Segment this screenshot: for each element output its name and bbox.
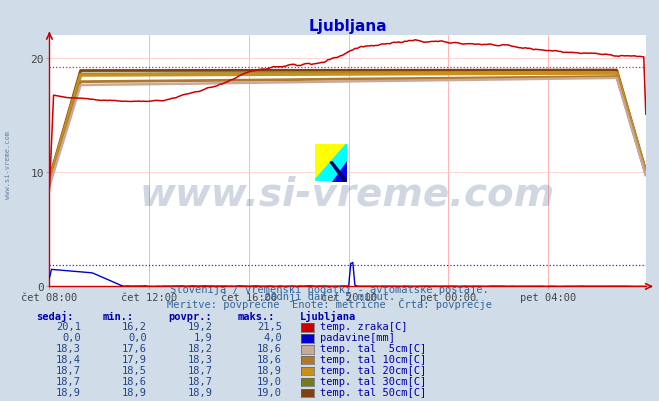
Text: 1,9: 1,9 xyxy=(194,332,213,342)
Text: 18,9: 18,9 xyxy=(257,365,282,375)
Text: 18,7: 18,7 xyxy=(188,365,213,375)
Text: 18,6: 18,6 xyxy=(257,354,282,364)
Text: 0,0: 0,0 xyxy=(129,332,147,342)
Text: 0,0: 0,0 xyxy=(63,332,81,342)
Text: min.:: min.: xyxy=(102,311,133,321)
Text: 18,3: 18,3 xyxy=(188,354,213,364)
Text: temp. tal  5cm[C]: temp. tal 5cm[C] xyxy=(320,343,426,353)
Text: maks.:: maks.: xyxy=(237,311,275,321)
Text: temp. tal 30cm[C]: temp. tal 30cm[C] xyxy=(320,376,426,386)
Text: 18,6: 18,6 xyxy=(122,376,147,386)
Text: 16,2: 16,2 xyxy=(122,322,147,332)
Text: 18,9: 18,9 xyxy=(56,387,81,397)
Text: 18,6: 18,6 xyxy=(257,343,282,353)
Text: 18,7: 18,7 xyxy=(56,376,81,386)
Text: padavine[mm]: padavine[mm] xyxy=(320,332,395,342)
Text: zadnji dan / 5 minut.: zadnji dan / 5 minut. xyxy=(264,292,395,302)
Text: 20,1: 20,1 xyxy=(56,322,81,332)
Text: 18,2: 18,2 xyxy=(188,343,213,353)
Text: temp. zraka[C]: temp. zraka[C] xyxy=(320,322,407,332)
Text: 19,2: 19,2 xyxy=(188,322,213,332)
Text: temp. tal 10cm[C]: temp. tal 10cm[C] xyxy=(320,354,426,364)
Text: www.si-vreme.com: www.si-vreme.com xyxy=(5,130,11,198)
Title: Ljubljana: Ljubljana xyxy=(308,18,387,34)
Text: sedaj:: sedaj: xyxy=(36,310,74,321)
Text: 17,6: 17,6 xyxy=(122,343,147,353)
Text: 18,4: 18,4 xyxy=(56,354,81,364)
Text: www.si-vreme.com: www.si-vreme.com xyxy=(140,175,556,213)
Polygon shape xyxy=(330,163,347,182)
Text: 18,3: 18,3 xyxy=(56,343,81,353)
Text: 4,0: 4,0 xyxy=(264,332,282,342)
Polygon shape xyxy=(315,144,347,180)
Text: temp. tal 50cm[C]: temp. tal 50cm[C] xyxy=(320,387,426,397)
Text: 21,5: 21,5 xyxy=(257,322,282,332)
Text: 19,0: 19,0 xyxy=(257,387,282,397)
Text: temp. tal 20cm[C]: temp. tal 20cm[C] xyxy=(320,365,426,375)
Text: povpr.:: povpr.: xyxy=(168,311,212,321)
Text: 17,9: 17,9 xyxy=(122,354,147,364)
Text: Ljubljana: Ljubljana xyxy=(300,310,356,321)
Text: 18,9: 18,9 xyxy=(188,387,213,397)
Polygon shape xyxy=(315,144,347,182)
Text: Slovenija / vremenski podatki - avtomatske postaje.: Slovenija / vremenski podatki - avtomats… xyxy=(170,284,489,294)
Text: 18,9: 18,9 xyxy=(122,387,147,397)
Text: 19,0: 19,0 xyxy=(257,376,282,386)
Text: 18,5: 18,5 xyxy=(122,365,147,375)
Text: Meritve: povprečne  Enote: metrične  Črta: povprečje: Meritve: povprečne Enote: metrične Črta:… xyxy=(167,297,492,309)
Polygon shape xyxy=(332,162,347,182)
Text: 18,7: 18,7 xyxy=(188,376,213,386)
Text: 18,7: 18,7 xyxy=(56,365,81,375)
